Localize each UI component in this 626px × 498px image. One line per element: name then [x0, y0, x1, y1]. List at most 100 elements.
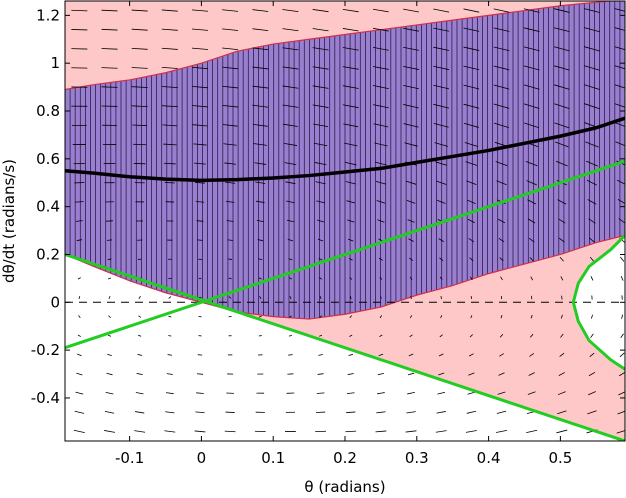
field-arrow	[435, 430, 447, 433]
x-tick-label: 0	[197, 449, 207, 467]
green-line-ascending	[65, 159, 625, 350]
field-arrow	[342, 28, 359, 32]
field-arrow	[163, 143, 177, 146]
y-tick-label: 0.8	[36, 102, 60, 120]
field-arrow	[108, 295, 111, 300]
field-arrow	[282, 47, 299, 51]
field-arrow	[529, 353, 535, 357]
field-arrow	[254, 162, 267, 165]
field-arrow	[316, 392, 325, 394]
field-arrow	[378, 353, 384, 357]
y-tick-label: 0.2	[36, 245, 60, 263]
field-arrow	[529, 257, 534, 262]
field-arrow	[560, 276, 564, 281]
field-arrow	[167, 354, 173, 356]
field-arrow	[107, 277, 112, 280]
field-arrow	[258, 258, 263, 261]
field-arrow	[405, 430, 417, 433]
field-arrow	[282, 9, 299, 12]
field-arrow	[379, 334, 383, 337]
field-arrow	[312, 9, 329, 13]
region-lower-boundary	[65, 234, 625, 320]
field-arrow	[252, 85, 269, 89]
field-arrow	[227, 239, 233, 241]
field-arrow	[439, 334, 443, 338]
field-arrow	[439, 257, 444, 262]
field-arrow	[378, 257, 383, 261]
field-arrow	[75, 391, 84, 395]
field-arrow	[403, 65, 419, 70]
field-arrow	[493, 46, 510, 52]
field-arrow	[222, 9, 239, 12]
field-arrow	[282, 123, 298, 127]
field-arrow	[76, 372, 83, 376]
field-arrow	[312, 28, 329, 32]
field-arrow	[375, 430, 387, 433]
field-arrow	[554, 122, 570, 129]
field-arrow	[168, 315, 172, 318]
field-arrow	[106, 372, 113, 376]
field-arrow	[161, 9, 178, 12]
field-arrow	[134, 430, 146, 433]
field-arrow	[222, 28, 239, 31]
field-arrow	[131, 47, 148, 50]
field-arrow	[409, 315, 413, 319]
field-arrow	[319, 295, 322, 300]
field-arrow	[71, 9, 88, 12]
field-arrow	[349, 334, 353, 337]
field-arrow	[590, 276, 594, 281]
field-arrow	[493, 84, 510, 90]
field-arrow	[191, 66, 208, 70]
field-arrow	[313, 123, 329, 128]
field-arrow	[614, 46, 625, 51]
field-arrow	[191, 47, 208, 50]
field-arrow	[225, 181, 236, 184]
field-arrow	[131, 105, 148, 108]
field-arrow	[523, 46, 540, 52]
field-arrow	[101, 9, 118, 12]
field-arrow	[496, 410, 507, 414]
field-arrow	[165, 392, 174, 395]
field-arrow	[192, 124, 208, 127]
field-arrow	[315, 181, 326, 185]
field-arrow	[528, 218, 536, 224]
field-arrow	[253, 143, 267, 146]
field-arrow	[559, 352, 565, 357]
field-arrow	[589, 237, 595, 243]
field-arrow	[493, 8, 510, 13]
field-arrow	[138, 296, 141, 300]
field-arrow	[228, 296, 232, 299]
field-arrow	[346, 411, 356, 414]
field-arrow	[620, 333, 624, 339]
field-arrow	[131, 9, 148, 12]
field-arrow	[405, 180, 417, 185]
field-arrow	[525, 160, 538, 167]
field-arrow	[463, 84, 480, 90]
green-curve-right	[571, 234, 625, 371]
field-arrow	[372, 8, 389, 13]
field-arrow	[468, 353, 474, 357]
field-arrow	[436, 411, 446, 414]
field-arrow	[463, 103, 480, 109]
field-arrow	[312, 85, 329, 89]
field-arrow	[193, 143, 207, 146]
field-arrow	[342, 104, 359, 109]
field-arrow	[466, 180, 477, 185]
field-arrow	[78, 315, 81, 319]
field-arrow	[379, 277, 383, 280]
field-arrow	[74, 410, 85, 414]
field-arrow	[433, 65, 450, 71]
y-tick-label: 0.4	[36, 198, 60, 216]
field-arrow	[288, 335, 292, 337]
field-arrow	[78, 295, 81, 300]
field-arrow	[228, 258, 232, 260]
field-arrow	[342, 85, 359, 89]
field-arrow	[469, 257, 474, 262]
field-arrow	[314, 162, 327, 166]
field-arrow	[614, 65, 625, 70]
field-arrow	[463, 27, 480, 32]
field-arrow	[347, 238, 354, 242]
field-arrow	[196, 373, 204, 375]
field-arrow	[282, 66, 299, 70]
